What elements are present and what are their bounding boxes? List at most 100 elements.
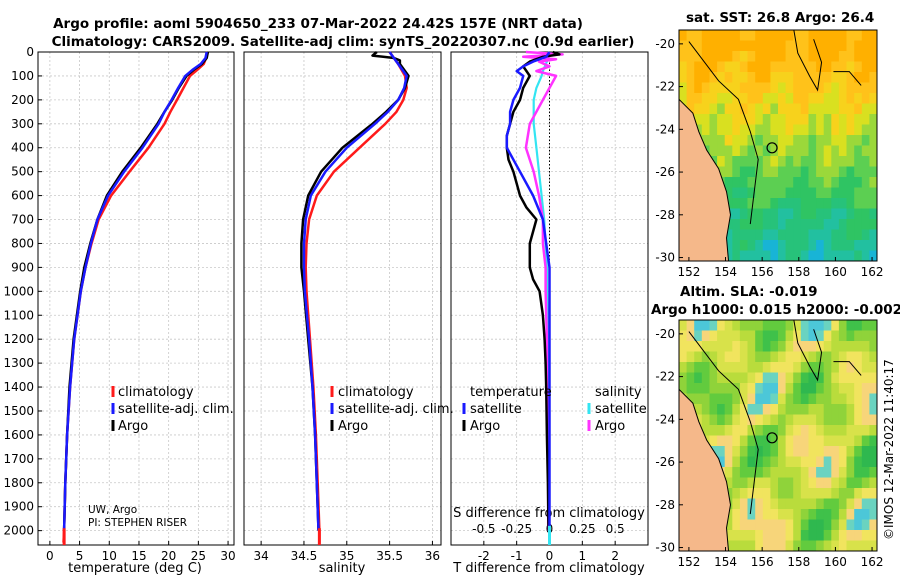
map-cell xyxy=(800,30,809,42)
map-cell xyxy=(854,488,863,500)
map-cell xyxy=(808,82,817,94)
map-cell xyxy=(717,341,726,353)
map-cell xyxy=(793,135,802,147)
map-cell xyxy=(808,93,817,105)
map-cell xyxy=(770,477,779,489)
depth-tick-label: 1300 xyxy=(3,356,34,370)
map-cell xyxy=(747,198,756,210)
map-cell xyxy=(816,404,825,416)
map-cell xyxy=(732,135,741,147)
map-cell xyxy=(793,240,802,252)
map-cell xyxy=(838,30,848,42)
map-cell xyxy=(732,219,741,231)
map-cell xyxy=(793,488,802,500)
map-cell xyxy=(679,383,688,395)
map-cell xyxy=(709,383,718,395)
map-cell xyxy=(800,341,809,353)
map-cell xyxy=(694,40,703,52)
depth-tick-label: 700 xyxy=(11,213,34,227)
map-ytick-label: -24 xyxy=(655,412,675,426)
map-frame xyxy=(678,29,878,262)
map-cell xyxy=(854,414,863,426)
map-cell xyxy=(838,383,848,395)
map-cell xyxy=(854,456,863,468)
map-cell xyxy=(686,103,695,115)
map-cell xyxy=(770,330,779,342)
map-cell xyxy=(838,362,848,374)
map-cell xyxy=(694,82,703,94)
map-cell xyxy=(823,341,832,353)
map-cell xyxy=(778,446,787,458)
map-cell xyxy=(823,145,832,157)
map-cell xyxy=(785,362,794,374)
map-cell xyxy=(785,40,794,52)
map-cell xyxy=(854,187,863,199)
map-cell xyxy=(854,93,863,105)
map-cell xyxy=(747,530,756,542)
map-cell xyxy=(869,530,877,542)
map-cell xyxy=(838,404,848,416)
map-cell xyxy=(854,477,863,489)
map-cell xyxy=(732,82,741,94)
map-cell xyxy=(861,330,870,342)
map-cell xyxy=(846,177,855,189)
map-cell xyxy=(854,425,863,437)
map-cell xyxy=(793,72,802,84)
map-cell xyxy=(838,467,848,479)
map-cell xyxy=(762,341,771,353)
map-cell xyxy=(838,446,848,458)
map-cell xyxy=(694,103,703,115)
map-cell xyxy=(732,103,741,115)
map-cell xyxy=(739,51,749,63)
argo-float-marker xyxy=(766,142,778,154)
map-cell xyxy=(770,509,779,521)
map-cell xyxy=(778,383,787,395)
map-cell xyxy=(831,404,840,416)
map-cell xyxy=(816,498,825,510)
map-cell xyxy=(838,393,848,405)
map-cell xyxy=(724,250,733,261)
depth-tick-label: 100 xyxy=(11,69,34,83)
map-cell xyxy=(800,40,809,52)
map-cell xyxy=(823,530,832,542)
map-cell xyxy=(755,351,764,363)
map-cell xyxy=(785,351,794,363)
depth-tick-label: 0 xyxy=(26,45,34,59)
map-cell xyxy=(679,351,688,363)
map-cell xyxy=(701,362,710,374)
map-cell xyxy=(854,467,863,479)
map-cell xyxy=(793,320,802,332)
map-cell xyxy=(770,93,779,105)
map-cell xyxy=(717,61,726,73)
map-cell xyxy=(747,393,756,405)
map-cell xyxy=(679,320,688,332)
map-cell xyxy=(739,519,749,531)
map-cell xyxy=(739,145,749,157)
map-cell xyxy=(724,362,733,374)
map-cell xyxy=(755,135,764,147)
difference-xtick-label: -2 xyxy=(478,549,490,563)
map-cell xyxy=(724,435,733,447)
map-cell xyxy=(800,177,809,189)
map-cell xyxy=(831,362,840,374)
map-cell xyxy=(823,103,832,115)
map-cell xyxy=(793,40,802,52)
temperature-xtick-label: 10 xyxy=(102,549,117,563)
map-cell xyxy=(755,362,764,374)
difference-s-tick-label: -0.25 xyxy=(501,522,532,536)
map-cell xyxy=(770,383,779,395)
map-cell xyxy=(823,488,832,500)
map-cell xyxy=(800,456,809,468)
map-cell xyxy=(724,72,733,84)
map-cell xyxy=(778,156,787,168)
map-cell xyxy=(762,229,771,241)
map-cell xyxy=(755,219,764,231)
map-cell xyxy=(838,351,848,363)
map-cell xyxy=(770,82,779,94)
map-cell xyxy=(747,467,756,479)
map-cell xyxy=(770,404,779,416)
map-cell xyxy=(793,393,802,405)
map-cell xyxy=(747,177,756,189)
map-cell xyxy=(793,82,802,94)
map-xtick-label: 156 xyxy=(751,555,774,569)
